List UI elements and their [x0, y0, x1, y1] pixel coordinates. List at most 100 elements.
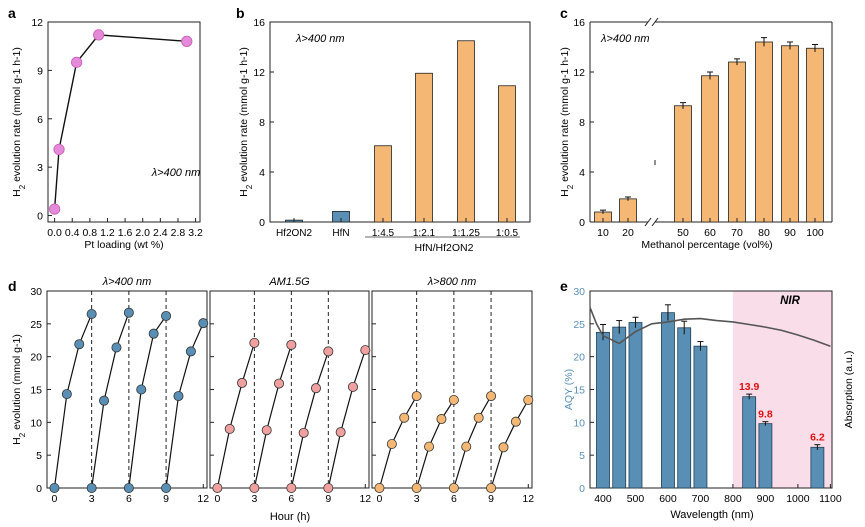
panel-d-point	[173, 391, 184, 402]
x-tick-label: 0	[214, 493, 220, 505]
panel-d-point	[161, 482, 172, 493]
x-tick-label: 70	[731, 227, 743, 239]
panel-d-point	[323, 482, 334, 493]
panel-d-line	[253, 344, 292, 489]
y-tick-label: 4	[259, 167, 265, 179]
panel-d-point	[424, 441, 435, 452]
y-tick-label: 10	[573, 417, 585, 429]
x-tick-label: 1:2.1	[413, 228, 436, 239]
x-tick-label: 6	[126, 493, 132, 505]
panel-d-point	[86, 308, 97, 319]
x-tick-label: 700	[692, 493, 710, 505]
x-tick-label: 0	[52, 493, 58, 505]
panel-d-line	[128, 315, 167, 489]
panel-e-y-label: AQY (%)	[563, 369, 575, 410]
y-tick-label: 0	[259, 217, 265, 229]
y-tick-label: 5	[579, 450, 585, 462]
x-tick-label: 1:4.5	[372, 228, 395, 239]
y-axis-label: H2 evolution rate (mmol g-1 h-1)	[559, 47, 575, 197]
panel-e-chart: e 0 5 10 15 20 25 30 400 500 600 700 800 900 1000 1100 1…	[560, 278, 855, 521]
y-tick-label: 0	[579, 483, 585, 495]
panel-e-bar	[742, 396, 757, 489]
panel-d-point	[161, 310, 172, 321]
panel-a-point	[93, 29, 105, 41]
x-tick-label: 400	[594, 493, 612, 505]
panel-d-point	[461, 441, 472, 452]
x-tick-label: 2.8	[171, 227, 186, 239]
x-tick-label: 90	[784, 227, 796, 239]
y-tick-label: 6	[37, 114, 43, 126]
x-tick-label: 1:1.25	[452, 228, 480, 239]
axis-break-mark	[651, 17, 659, 27]
panel-d-point	[261, 425, 272, 436]
x-tick-label: 1:0.5	[496, 228, 519, 239]
panel-b-bar	[374, 145, 392, 223]
panel-d-point	[360, 345, 371, 356]
panel-d-point	[99, 395, 110, 406]
y-tick-label: 25	[30, 319, 42, 331]
panel-c-bar	[755, 41, 773, 223]
panel-label: c	[560, 5, 568, 21]
panel-e-absorption-curve	[589, 307, 831, 347]
x-tick-label: 80	[758, 227, 770, 239]
panel-b-frame	[269, 21, 531, 223]
y-tick-label: 20	[573, 352, 585, 364]
x-tick-label: 20	[622, 227, 634, 239]
x-tick-label: 800	[724, 493, 742, 505]
panel-d-point	[49, 482, 60, 493]
panel-e-bar	[810, 446, 825, 489]
panel-d-point	[123, 482, 134, 493]
panel-b-group-label: HfN/Hf2ON2	[415, 242, 474, 254]
panel-e-data-label: 9.8	[758, 409, 773, 421]
panel-e-bar	[612, 326, 627, 489]
x-tick-label: 3	[414, 493, 420, 505]
panel-e-region-label: NIR	[780, 295, 801, 307]
panel-e-y-label-right: Absorption (a.u.)	[843, 351, 855, 429]
panel-b-bar	[415, 72, 433, 223]
panel-label: a	[8, 5, 16, 21]
panel-c-bar	[728, 61, 746, 223]
x-tick-label: 10	[597, 227, 609, 239]
panel-d-point	[498, 442, 509, 453]
panel-b-bar	[498, 85, 516, 223]
x-tick-label: 900	[757, 493, 775, 505]
y-tick-label: 9	[37, 65, 43, 77]
panel-d-point	[310, 383, 321, 394]
panel-e-bar	[677, 327, 692, 489]
panel-d-line	[165, 322, 204, 489]
y-tick-label: 20	[30, 352, 42, 364]
panel-d-point	[399, 412, 410, 423]
x-tick-label: 3	[251, 493, 257, 505]
x-tick-label: 600	[659, 493, 677, 505]
panel-b-chart: b 0 4 8 12 16 Hf2ON2 HfN 1:4.5 1:2.1 1:1.25 1:0.5 λ>…	[236, 5, 531, 254]
panel-d-subpanel-label: AM1.5G	[268, 276, 310, 288]
x-tick-label: 1.2	[100, 227, 115, 239]
panel-label: d	[8, 278, 17, 294]
panel-e-bar	[628, 322, 643, 489]
x-tick-label: 50	[677, 227, 689, 239]
y-tick-label: 25	[573, 319, 585, 331]
y-tick-label: 16	[573, 17, 585, 29]
panel-d-point	[335, 427, 346, 438]
panel-d-point	[224, 423, 235, 434]
panel-a-point	[53, 143, 65, 156]
panel-d-point	[274, 378, 285, 389]
panel-d-x-label: Hour (h)	[270, 511, 310, 523]
panel-d-point	[185, 346, 196, 357]
panel-d-line	[490, 399, 529, 489]
panel-d-point	[86, 482, 97, 493]
y-tick-label: 12	[573, 67, 585, 79]
panel-c-bar	[781, 45, 799, 223]
x-tick-label: 60	[704, 227, 716, 239]
y-tick-label: 10	[30, 417, 42, 429]
panel-d-chart: d 0 5 10 15 20 25 30 0 3 6 9 12 λ>400 nm 0 3 6 9 12 AM1.5G 0…	[8, 276, 534, 523]
panel-c-bar	[701, 75, 719, 223]
y-tick-label: 3	[37, 162, 43, 174]
panel-c-bar	[806, 47, 824, 223]
y-tick-label: 8	[579, 117, 585, 129]
x-tick-label: 500	[627, 493, 645, 505]
x-tick-label: 0.8	[83, 227, 98, 239]
y-tick-label: 12	[31, 17, 43, 29]
x-tick-label: 0.4	[65, 227, 80, 239]
